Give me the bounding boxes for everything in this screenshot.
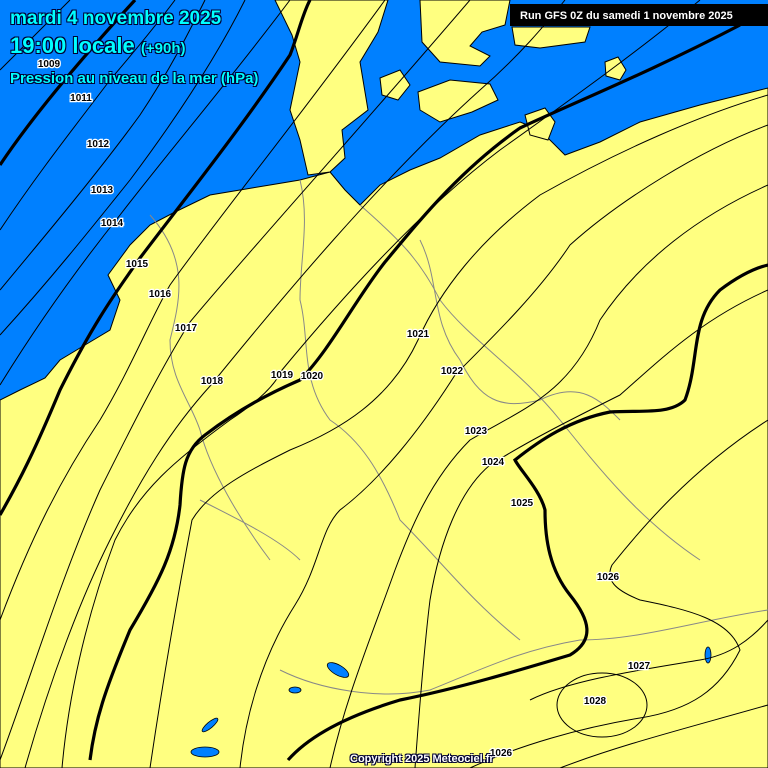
lake-balaton-area <box>704 646 712 664</box>
isobar-label: 1011 <box>70 93 92 104</box>
lake-zurich <box>288 686 302 694</box>
isobar-1028 <box>556 672 648 738</box>
isobar-1013 <box>0 0 246 336</box>
isobar-1012 <box>0 0 206 291</box>
border <box>199 499 768 695</box>
isobar-1011 <box>0 0 176 231</box>
isobar-label: 1009 <box>38 59 61 70</box>
isobar-1027 <box>529 619 768 768</box>
isobar-1009 <box>0 0 71 71</box>
isobar-label: 1012 <box>87 139 110 150</box>
isobar-label: 1015 <box>126 259 149 270</box>
isobar-1016 <box>0 0 386 621</box>
isobar-label: 1026 <box>597 572 620 583</box>
sweden-coast <box>511 26 591 49</box>
isobar-1026 <box>469 419 768 768</box>
isobar-1023 <box>329 184 768 768</box>
isobar-labels: 1009 1011 1012 1013 1014 1015 1016 1017 … <box>37 58 652 761</box>
border <box>149 214 271 561</box>
isobar-1018 <box>24 0 566 768</box>
isobar-1024 <box>414 289 768 768</box>
lead-time: (+90h) <box>140 40 186 57</box>
isobar-1020 <box>88 23 741 761</box>
isobar-label: 1018 <box>201 376 224 387</box>
isobar-label: 1026 <box>490 748 513 759</box>
isobar-1021 <box>149 94 768 768</box>
isobar-label: 1023 <box>465 426 488 437</box>
isobar-label: 1022 <box>441 366 464 377</box>
isobar-1010 <box>0 0 137 166</box>
border <box>419 239 621 421</box>
isobar-1022 <box>239 124 768 768</box>
forecast-time: 19:00 locale (+90h) <box>10 33 185 59</box>
forecast-date: mardi 4 novembre 2025 <box>10 8 222 29</box>
border <box>359 204 701 561</box>
isobar-label: 1020 <box>301 371 324 382</box>
isobar-1014 <box>0 0 291 386</box>
isobar-label: 1016 <box>149 289 172 300</box>
isobar-label: 1021 <box>407 329 430 340</box>
lake-neuchatel <box>201 717 219 733</box>
copyright: Copyright 2025 Meteociel.fr <box>350 753 494 765</box>
isobar-label: 1024 <box>482 457 505 468</box>
run-info-banner: Run GFS 0Z du samedi 1 novembre 2025 <box>510 4 768 26</box>
sweden-south <box>419 0 511 67</box>
country-borders <box>149 179 768 695</box>
isobar-label: 1013 <box>91 185 114 196</box>
isobar-label: 1019 <box>271 370 294 381</box>
isobar-1025 <box>286 263 768 762</box>
jutland <box>274 0 389 176</box>
isobar-label: 1017 <box>175 323 198 334</box>
isobar-label: 1014 <box>101 218 124 229</box>
isobar-label: 1027 <box>628 661 651 672</box>
lakes <box>190 646 712 758</box>
field-title: Pression au niveau de la mer (hPa) <box>10 70 259 87</box>
isobar-label: 1028 <box>584 696 607 707</box>
lake-geneva <box>190 746 220 758</box>
isobar-1015 <box>0 0 312 516</box>
isobar-1017 <box>0 0 471 761</box>
zealand <box>417 79 499 123</box>
continent <box>0 87 768 768</box>
lake-constance <box>326 662 350 678</box>
isobar-1019 <box>61 0 701 768</box>
local-time: 19:00 locale <box>10 33 135 58</box>
border <box>299 179 521 641</box>
isobar-label: 1025 <box>511 498 534 509</box>
